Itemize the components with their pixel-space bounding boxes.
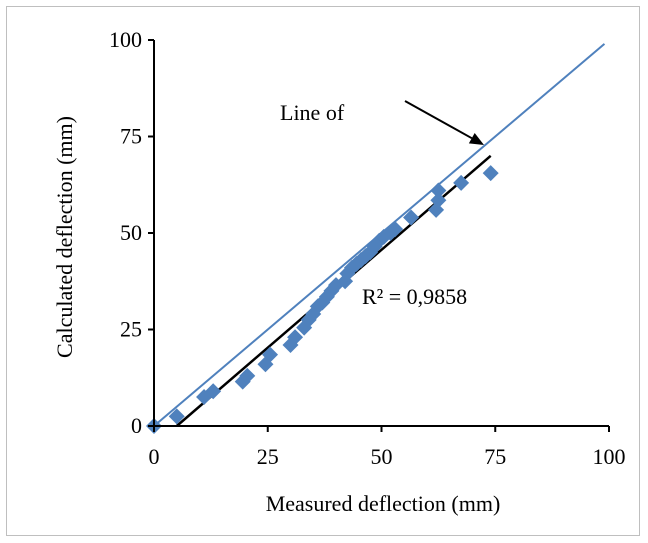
x-tick-label: 0	[149, 444, 160, 469]
data-point	[483, 165, 499, 181]
r-squared-label: R² = 0,9858	[362, 284, 467, 309]
x-tick-label: 75	[484, 444, 506, 469]
y-tick-label: 25	[120, 317, 142, 342]
x-tick-label: 50	[371, 444, 393, 469]
x-tick-label: 100	[593, 444, 626, 469]
x-axis-title: Measured deflection (mm)	[266, 491, 501, 516]
y-tick-label: 0	[131, 413, 142, 438]
y-tick-label: 50	[120, 220, 142, 245]
y-tick-label: 100	[109, 27, 142, 52]
y-axis-title: Calculated deflection (mm)	[52, 116, 77, 358]
y-tick-label: 75	[120, 124, 142, 149]
equality-line-label: Line of	[280, 100, 345, 125]
annotation-arrow	[405, 101, 472, 138]
x-tick-label: 25	[257, 444, 279, 469]
annotation-arrowhead	[469, 133, 484, 145]
